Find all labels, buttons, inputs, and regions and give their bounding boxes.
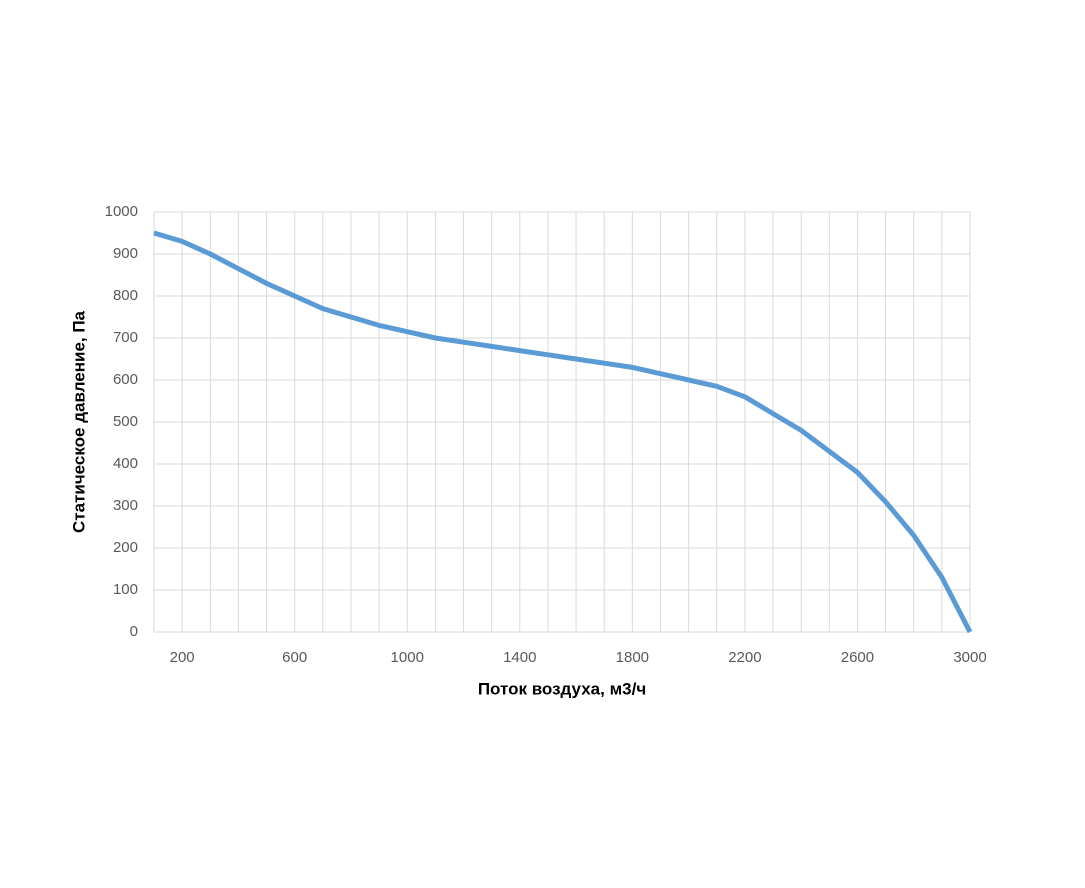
x-tick-label: 1000: [391, 649, 424, 666]
y-tick-label: 200: [113, 539, 138, 556]
data-line: [153, 230, 973, 634]
x-axis-title: Поток воздуха, м3/ч: [478, 679, 646, 698]
x-tick-label: 3000: [953, 649, 986, 666]
y-tick-label: 800: [113, 287, 138, 304]
y-tick-label: 0: [130, 623, 138, 640]
y-tick-label: 1000: [105, 203, 138, 220]
y-tick-label: 100: [113, 581, 138, 598]
y-tick-label: 400: [113, 455, 138, 472]
x-tick-label: 200: [170, 649, 195, 666]
y-tick-label: 600: [113, 371, 138, 388]
y-tick-label: 500: [113, 413, 138, 430]
y-tick-label: 900: [113, 245, 138, 262]
x-tick-label: 2600: [841, 649, 874, 666]
x-tick-label: 1400: [503, 649, 536, 666]
y-axis-title: Статическое давление, Па: [69, 310, 88, 533]
y-tick-label: 700: [113, 329, 138, 346]
x-tick-label: 600: [282, 649, 307, 666]
x-tick-label: 2200: [728, 649, 761, 666]
y-tick-label: 300: [113, 497, 138, 514]
x-tick-label: 1800: [616, 649, 649, 666]
